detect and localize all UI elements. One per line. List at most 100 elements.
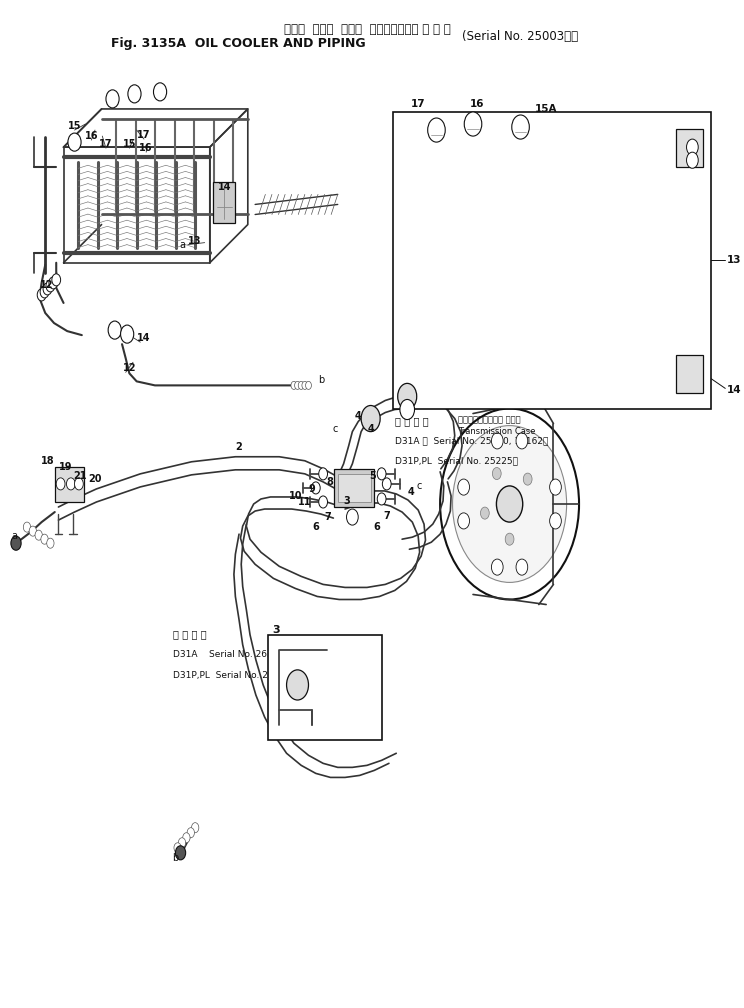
Circle shape — [57, 478, 65, 490]
Text: 4: 4 — [355, 410, 362, 420]
Text: b: b — [318, 375, 325, 385]
Bar — [393, 112, 711, 408]
Text: D31A    Serial No. 26505～: D31A Serial No. 26505～ — [173, 650, 290, 659]
Text: D31P,PL  Serial No. 25225～: D31P,PL Serial No. 25225～ — [395, 457, 518, 466]
Circle shape — [295, 381, 301, 389]
Circle shape — [191, 823, 199, 833]
Circle shape — [43, 283, 52, 295]
Text: 15: 15 — [123, 139, 136, 149]
Text: 19: 19 — [59, 462, 72, 472]
Circle shape — [505, 533, 514, 545]
Circle shape — [108, 322, 121, 339]
Text: Transmission Case: Transmission Case — [458, 427, 536, 436]
Circle shape — [298, 381, 304, 389]
Circle shape — [46, 280, 55, 292]
Circle shape — [318, 496, 327, 508]
Text: D31A ：  Serial No. 25160, 15162～: D31A ： Serial No. 25160, 15162～ — [395, 436, 548, 446]
Circle shape — [398, 383, 417, 409]
Circle shape — [377, 468, 386, 480]
Bar — [55, 467, 84, 502]
Circle shape — [176, 846, 186, 860]
Text: トランスミッション ケース: トランスミッション ケース — [458, 415, 521, 424]
Text: 12: 12 — [40, 280, 54, 290]
Text: 20: 20 — [89, 474, 102, 484]
Text: 16: 16 — [85, 131, 98, 141]
Circle shape — [179, 838, 186, 848]
Text: 15A: 15A — [535, 104, 558, 114]
Text: (Serial No. 25003～）: (Serial No. 25003～） — [462, 30, 578, 43]
Text: a: a — [179, 240, 185, 250]
Bar — [676, 355, 703, 393]
Circle shape — [428, 118, 445, 142]
Text: 21: 21 — [74, 471, 87, 481]
Text: 13: 13 — [727, 255, 741, 265]
Circle shape — [318, 468, 327, 480]
Circle shape — [35, 530, 42, 540]
Circle shape — [11, 536, 21, 550]
Circle shape — [516, 559, 527, 576]
Text: 16: 16 — [469, 99, 484, 109]
Circle shape — [68, 133, 81, 151]
Text: a: a — [12, 531, 18, 541]
Circle shape — [440, 408, 579, 600]
Circle shape — [400, 399, 414, 419]
Text: 7: 7 — [383, 511, 390, 521]
Circle shape — [286, 670, 309, 700]
Circle shape — [481, 507, 490, 519]
Circle shape — [41, 534, 48, 544]
Circle shape — [550, 479, 561, 495]
Circle shape — [458, 513, 469, 529]
Circle shape — [382, 478, 391, 490]
Circle shape — [106, 90, 119, 108]
Circle shape — [121, 325, 134, 343]
Text: 17: 17 — [137, 130, 151, 140]
Circle shape — [40, 286, 49, 298]
Circle shape — [687, 152, 698, 168]
Circle shape — [187, 828, 194, 838]
Circle shape — [52, 274, 60, 286]
Text: 5: 5 — [370, 471, 376, 481]
Text: 6: 6 — [373, 522, 380, 532]
Text: 8: 8 — [327, 477, 333, 487]
Circle shape — [687, 139, 698, 155]
Circle shape — [306, 381, 312, 389]
Text: 4: 4 — [368, 423, 374, 433]
Circle shape — [464, 112, 482, 136]
Circle shape — [23, 522, 31, 532]
Circle shape — [37, 289, 46, 301]
Circle shape — [312, 482, 320, 494]
Text: D31P,PL  Serial No. 25883～: D31P,PL Serial No. 25883～ — [173, 670, 296, 678]
Text: 10: 10 — [289, 491, 302, 501]
Text: 14: 14 — [727, 385, 741, 395]
Circle shape — [291, 381, 297, 389]
Circle shape — [492, 432, 503, 449]
Text: 15: 15 — [68, 121, 81, 131]
Text: 適 用 号 機: 適 用 号 機 — [395, 416, 429, 426]
Circle shape — [516, 432, 527, 449]
Circle shape — [458, 479, 469, 495]
Text: b: b — [173, 853, 179, 863]
Text: 12: 12 — [123, 363, 136, 373]
Bar — [338, 474, 371, 502]
Text: 16: 16 — [139, 143, 153, 153]
Text: 適 用 号 機: 適 用 号 機 — [173, 630, 207, 640]
Bar — [269, 635, 382, 740]
Text: 3: 3 — [343, 496, 350, 506]
Circle shape — [74, 478, 83, 490]
Bar — [214, 182, 235, 223]
Text: オイル  クーラ  および  パイピング（適 用 号 機: オイル クーラ および パイピング（適 用 号 機 — [283, 23, 450, 36]
Circle shape — [492, 559, 503, 576]
Bar — [676, 129, 703, 167]
Circle shape — [452, 425, 567, 583]
Text: 6: 6 — [312, 522, 319, 532]
Circle shape — [29, 526, 36, 536]
Text: 11: 11 — [298, 497, 312, 507]
Circle shape — [66, 478, 75, 490]
Text: 2: 2 — [236, 442, 243, 452]
Text: c: c — [417, 481, 423, 491]
Text: 14: 14 — [137, 333, 151, 343]
Circle shape — [174, 843, 182, 853]
Text: 13: 13 — [188, 236, 202, 246]
Circle shape — [496, 486, 523, 522]
Circle shape — [47, 538, 54, 548]
